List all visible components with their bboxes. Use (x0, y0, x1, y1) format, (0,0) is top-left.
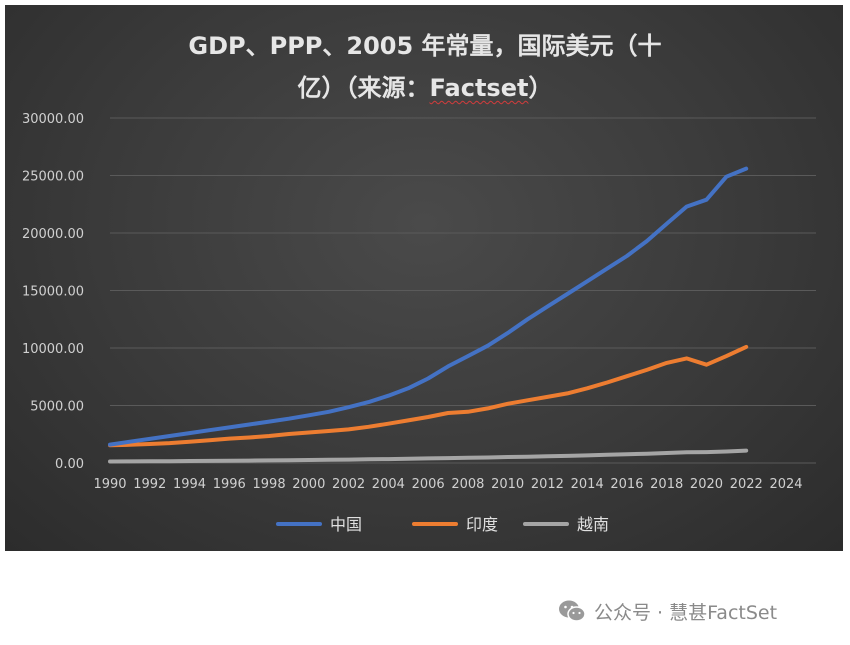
legend-label-1: 印度 (466, 515, 498, 534)
x-tick-label: 2018 (650, 477, 683, 492)
chart-title-line-2a: 亿）（来源： (297, 74, 430, 102)
x-tick-label: 2016 (610, 477, 643, 492)
x-tick-label: 2000 (292, 477, 325, 492)
series-line-2 (108, 448, 749, 464)
x-tick-label: 2020 (690, 477, 723, 492)
chart-title-line-1: GDP、PPP、2005 年常量，国际美元（十 (188, 32, 662, 60)
series-line-0 (108, 166, 749, 447)
watermark-text: 公众号 · 慧甚FactSet (594, 601, 778, 624)
chart-title-source: Factset (429, 74, 529, 102)
series-line-1 (108, 344, 749, 448)
legend-label-0: 中国 (330, 515, 362, 534)
x-tick-label: 2006 (412, 477, 445, 492)
legend-label-2: 越南 (577, 515, 609, 534)
x-tick-label: 1990 (93, 477, 126, 492)
x-tick-label: 2010 (491, 477, 524, 492)
y-tick-label: 0.00 (55, 457, 84, 472)
y-tick-label: 5000.00 (30, 400, 84, 415)
x-tick-label: 1996 (213, 477, 246, 492)
chart-title-line-2c: ） (528, 74, 553, 102)
x-tick-label: 2014 (571, 477, 604, 492)
y-tick-label: 10000.00 (22, 342, 84, 357)
y-tick-label: 20000.00 (22, 227, 84, 242)
x-tick-label: 2022 (730, 477, 763, 492)
x-tick-label: 2002 (332, 477, 365, 492)
x-tick-label: 2012 (531, 477, 564, 492)
x-tick-label: 2004 (372, 477, 405, 492)
wechat-icon (559, 600, 586, 622)
chart-title: GDP、PPP、2005 年常量，国际美元（十 亿）（来源：Factset） (135, 25, 715, 109)
x-tick-label: 1998 (253, 477, 286, 492)
y-tick-label: 25000.00 (22, 170, 84, 185)
x-tick-label: 1994 (173, 477, 206, 492)
y-tick-label: 15000.00 (22, 285, 84, 300)
x-tick-label: 2008 (451, 477, 484, 492)
y-tick-label: 30000.00 (22, 112, 84, 127)
x-tick-label: 1992 (133, 477, 166, 492)
watermark: 公众号 · 慧甚FactSet (558, 596, 777, 626)
x-tick-label: 2024 (769, 477, 802, 492)
